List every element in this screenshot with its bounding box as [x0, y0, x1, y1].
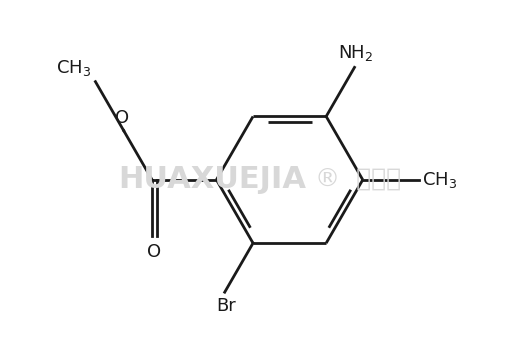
Text: CH$_3$: CH$_3$: [422, 170, 458, 190]
Text: HUAXUEJIA: HUAXUEJIA: [119, 165, 306, 194]
Text: ®  化学加: ® 化学加: [315, 168, 401, 192]
Text: O: O: [115, 109, 129, 127]
Text: O: O: [147, 242, 161, 261]
Text: NH$_2$: NH$_2$: [339, 43, 374, 63]
Text: CH$_3$: CH$_3$: [56, 58, 92, 78]
Text: Br: Br: [216, 297, 236, 315]
